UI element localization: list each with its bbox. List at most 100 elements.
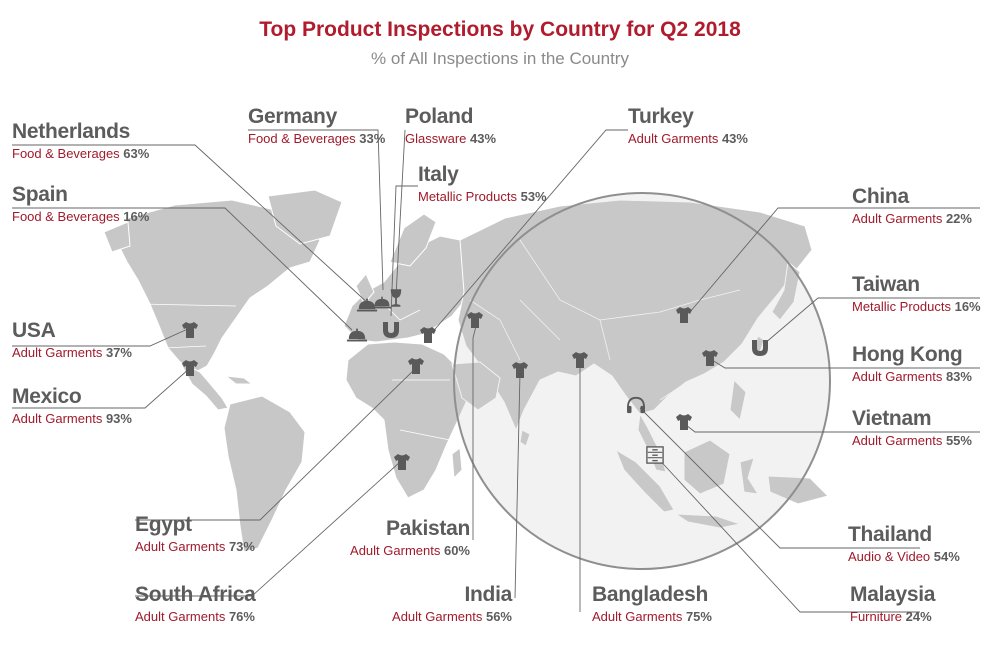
country-name: Vietnam	[852, 407, 932, 430]
label-spain: Spain Food & Beverages 16%	[12, 184, 149, 225]
tshirt-icon	[420, 327, 436, 343]
percent: 76%	[228, 609, 255, 624]
land-arabia	[451, 361, 501, 411]
percent: 24%	[905, 609, 932, 624]
percent: 43%	[470, 131, 497, 146]
country-name: India	[464, 583, 512, 606]
leader-thailand	[639, 407, 920, 549]
leader-china	[689, 207, 980, 313]
label-germany: Germany Food & Beverages 33%	[248, 106, 385, 147]
country-name: Poland	[405, 105, 474, 128]
land-britain	[355, 273, 375, 305]
land-java	[674, 513, 742, 529]
land-alaska	[103, 221, 131, 253]
country-borders	[139, 239, 741, 441]
land-madagascar	[451, 447, 463, 480]
country-name: Mexico	[12, 385, 82, 408]
label-china: China Adult Garments 22%	[852, 186, 972, 227]
leader-italy	[390, 185, 418, 317]
category: Adult Garments	[628, 131, 722, 146]
land-sri-lanka	[519, 429, 531, 447]
country-name: China	[852, 185, 909, 208]
category: Adult Garments	[12, 345, 106, 360]
country-name: Germany	[248, 105, 337, 128]
category: Glassware	[405, 131, 471, 146]
percent: 75%	[685, 609, 712, 624]
percent: 54%	[933, 549, 960, 564]
cabinet-icon	[646, 446, 664, 464]
percent: 55%	[945, 433, 972, 448]
label-mexico: Mexico Adult Garments 93%	[12, 386, 132, 427]
label-thailand: Thailand Audio & Video 54%	[848, 524, 960, 565]
country-name: Egypt	[135, 513, 192, 536]
country-name: Taiwan	[852, 273, 920, 296]
percent: 16%	[123, 209, 150, 224]
category: Audio & Video	[848, 549, 934, 564]
country-name: Hong Kong	[852, 343, 963, 366]
land-sumatra	[614, 448, 675, 513]
label-egypt: Egypt Adult Garments 73%	[135, 514, 255, 555]
chart-subtitle: % of All Inspections in the Country	[371, 49, 629, 68]
land-south-america	[223, 395, 306, 553]
category: Adult Garments	[852, 433, 946, 448]
category: Furniture	[850, 609, 906, 624]
label-turkey: Turkey Adult Garments 43%	[628, 106, 748, 147]
category: Metallic Products	[418, 189, 521, 204]
category: Adult Garments	[12, 411, 106, 426]
leader-vietnam	[685, 424, 980, 433]
country-name: Italy	[418, 163, 459, 186]
label-malaysia: Malaysia Furniture 24%	[850, 584, 935, 625]
percent: 60%	[443, 543, 470, 558]
label-pakistan: Pakistan Adult Garments 60%	[340, 518, 470, 559]
label-italy: Italy Metallic Products 53%	[418, 164, 547, 205]
label-poland: Poland Glassware 43%	[405, 106, 496, 147]
category: Adult Garments	[852, 369, 946, 384]
category: Food & Beverages	[12, 209, 124, 224]
leader-usa	[12, 327, 191, 347]
label-usa: USA Adult Garments 37%	[12, 320, 132, 361]
percent: 16%	[954, 299, 981, 314]
land-scandinavia	[389, 213, 437, 267]
country-name: Netherlands	[12, 120, 131, 143]
percent: 33%	[359, 131, 386, 146]
country-name: Malaysia	[850, 583, 936, 606]
leader-malaysia	[653, 453, 920, 613]
category: Food & Beverages	[12, 146, 124, 161]
land-borneo	[683, 439, 731, 495]
leader-mexico	[12, 367, 191, 409]
land-africa	[345, 341, 469, 499]
land-sulawesi	[739, 457, 759, 495]
country-name: USA	[12, 319, 56, 342]
percent: 53%	[520, 189, 547, 204]
category: Adult Garments	[135, 539, 229, 554]
category: Adult Garments	[592, 609, 686, 624]
category: Metallic Products	[852, 299, 955, 314]
country-name: Spain	[12, 183, 68, 206]
category: Adult Garments	[135, 609, 229, 624]
percent: 56%	[485, 609, 512, 624]
percent: 37%	[105, 345, 132, 360]
asia-focus-circle	[453, 192, 831, 570]
chart-title: Top Product Inspections by Country for Q…	[259, 18, 741, 41]
label-vietnam: Vietnam Adult Garments 55%	[852, 408, 972, 449]
label-south-africa: South Africa Adult Garments 76%	[135, 583, 256, 625]
leader-taiwan	[763, 297, 980, 345]
percent: 83%	[945, 369, 972, 384]
leader-spain	[12, 207, 353, 331]
land-caribbean	[224, 375, 254, 385]
percent: 63%	[123, 146, 150, 161]
leader-hongkong	[711, 359, 980, 369]
category: Adult Garments	[852, 211, 946, 226]
category: Adult Garments	[392, 609, 486, 624]
country-name: Bangladesh	[592, 583, 709, 606]
percent: 93%	[105, 411, 132, 426]
percent: 43%	[721, 131, 748, 146]
leader-poland	[395, 129, 406, 297]
label-netherlands: Netherlands Food & Beverages 63%	[12, 121, 149, 162]
label-taiwan: Taiwan Metallic Products 16%	[852, 274, 981, 315]
country-name: Pakistan	[386, 517, 470, 540]
label-hong-kong: Hong Kong Adult Garments 83%	[852, 344, 972, 385]
leader-lines	[12, 129, 980, 613]
country-name: South Africa	[135, 583, 256, 606]
